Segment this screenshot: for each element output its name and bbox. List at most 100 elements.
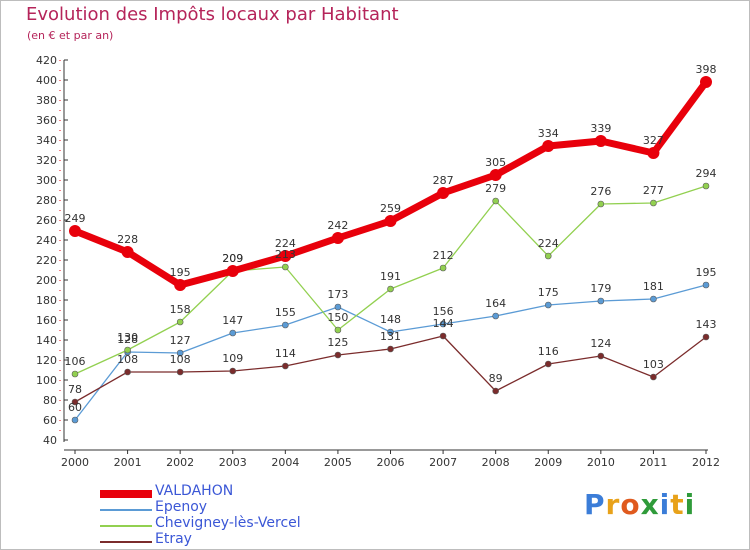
y-tick-label: 400: [36, 74, 57, 87]
data-point: [700, 76, 712, 88]
logo-letter: x: [640, 488, 660, 521]
data-point: [282, 321, 289, 329]
data-point: [387, 285, 394, 293]
data-label: 212: [433, 249, 454, 262]
chart-title: Evolution des Impôts locaux par Habitant: [26, 4, 399, 25]
data-label: 259: [380, 202, 401, 215]
y-tick-label: 280: [36, 194, 57, 207]
y-tick-label: 40: [43, 434, 57, 447]
data-point: [439, 332, 447, 340]
legend-label: VALDAHON: [155, 483, 234, 499]
y-tick-label: 260: [36, 214, 57, 227]
data-label: 339: [590, 122, 611, 135]
data-point: [69, 225, 81, 237]
y-tick-label: 100: [36, 374, 57, 387]
x-tick-label: 2001: [114, 456, 142, 469]
x-tick-label: 2006: [377, 456, 405, 469]
data-point: [124, 346, 131, 354]
data-label: 127: [170, 334, 191, 347]
data-label: 334: [538, 127, 559, 140]
data-label: 179: [590, 282, 611, 295]
data-point: [282, 362, 289, 370]
chart-subtitle: (en € et par an): [27, 29, 114, 42]
data-label: 103: [643, 358, 664, 371]
data-label: 89: [489, 372, 503, 385]
data-label: 116: [538, 345, 559, 358]
logo-letter: i: [659, 488, 671, 521]
data-label: 147: [222, 314, 243, 327]
data-point: [492, 197, 499, 205]
data-label: 155: [275, 306, 296, 319]
y-tick-label: 80: [43, 394, 57, 407]
y-tick-label: 320: [36, 154, 57, 167]
logo-letter: r: [605, 488, 621, 521]
data-label: 78: [68, 383, 82, 396]
x-tick-label: 2012: [692, 456, 720, 469]
data-label: 277: [643, 184, 664, 197]
x-tick-label: 2011: [639, 456, 667, 469]
data-point: [492, 387, 499, 395]
proxiti-logo: Proxiti: [584, 488, 695, 521]
legend-swatch: [100, 525, 152, 527]
data-point: [702, 281, 710, 289]
data-point: [647, 147, 660, 159]
logo-letter: P: [584, 488, 606, 521]
data-label: 276: [590, 185, 611, 198]
data-label: 287: [433, 174, 454, 187]
data-label: 213: [275, 248, 296, 261]
data-point: [229, 367, 237, 375]
x-tick-label: 2007: [429, 456, 457, 469]
x-tick-label: 2008: [482, 456, 510, 469]
data-label: 209: [222, 252, 243, 265]
y-tick-label: 160: [36, 314, 57, 327]
data-point: [650, 373, 657, 381]
data-label: 398: [696, 63, 717, 76]
data-point: [226, 265, 239, 277]
data-point: [544, 360, 552, 368]
data-point: [229, 329, 237, 337]
data-label: 130: [117, 331, 138, 344]
data-point: [597, 352, 605, 360]
y-tick-label: 420: [36, 54, 57, 67]
legend-swatch: [100, 541, 152, 543]
data-label: 209: [222, 252, 243, 265]
data-point: [387, 345, 394, 353]
logo-letter: i: [684, 488, 696, 521]
data-label: 181: [643, 280, 664, 293]
logo-letter: o: [620, 488, 641, 521]
data-label: 124: [590, 337, 611, 350]
y-tick-label: 220: [36, 254, 57, 267]
data-label: 108: [117, 353, 138, 366]
data-label: 279: [485, 182, 506, 195]
data-label: 128: [117, 333, 138, 346]
data-point: [489, 169, 502, 181]
data-point: [121, 246, 134, 258]
data-label: 305: [485, 156, 506, 169]
data-point: [544, 252, 552, 260]
data-point: [439, 264, 447, 272]
data-point: [71, 398, 79, 406]
legend-swatch: [100, 490, 152, 498]
series-line-valdahon: [71, 78, 710, 289]
data-label: 242: [327, 219, 348, 232]
x-tick-label: 2010: [587, 456, 615, 469]
data-point: [334, 303, 342, 311]
data-label: 125: [327, 336, 348, 349]
data-point: [439, 320, 447, 328]
data-point: [176, 318, 184, 326]
data-label: 173: [327, 288, 348, 301]
data-label: 195: [170, 266, 191, 279]
y-tick-label: 340: [36, 134, 57, 147]
data-label: 150: [327, 311, 348, 324]
data-point: [544, 301, 552, 309]
data-label: 224: [538, 237, 559, 250]
data-label: 144: [433, 317, 454, 330]
data-point: [279, 250, 292, 262]
data-point: [492, 312, 499, 320]
data-point: [437, 187, 450, 199]
data-label: 191: [380, 270, 401, 283]
y-tick-label: 380: [36, 94, 57, 107]
data-label: 175: [538, 286, 559, 299]
data-label: 228: [117, 233, 138, 246]
